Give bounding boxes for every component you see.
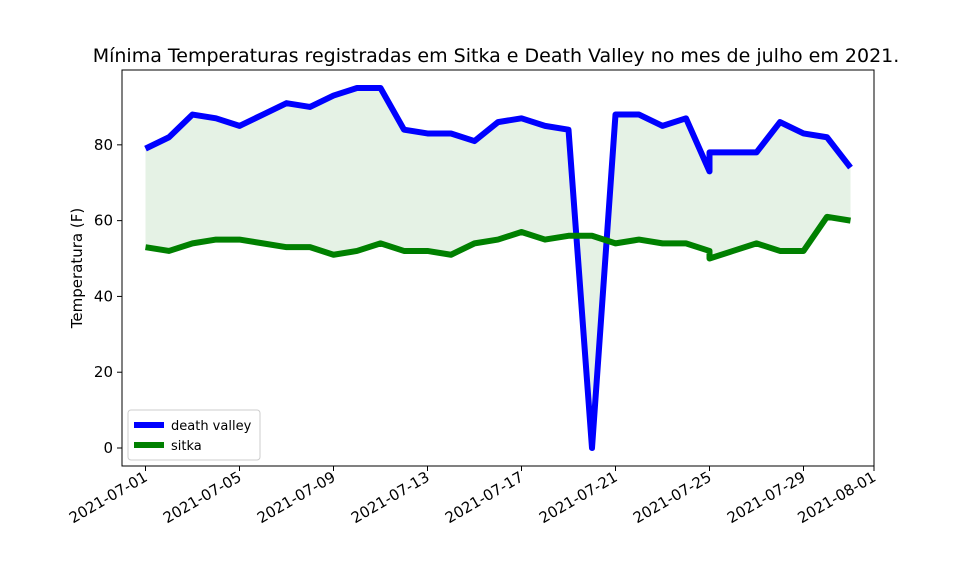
y-tick-label: 60 bbox=[94, 212, 113, 230]
x-tick-label: 2021-07-21 bbox=[536, 468, 621, 527]
y-tick-label: 0 bbox=[103, 439, 113, 457]
x-tick-label: 2021-08-01 bbox=[794, 468, 879, 527]
x-tick-label: 2021-07-05 bbox=[160, 468, 245, 527]
y-tick-label: 20 bbox=[94, 363, 113, 381]
fill-between-area bbox=[145, 88, 851, 448]
x-tick-label: 2021-07-01 bbox=[66, 468, 151, 527]
x-tick-label: 2021-07-25 bbox=[630, 468, 715, 527]
legend-label-death-valley: death valley bbox=[171, 419, 252, 434]
chart-title: Mínima Temperaturas registradas em Sitka… bbox=[93, 45, 900, 67]
legend-label-sitka: sitka bbox=[171, 439, 202, 454]
x-tick-label: 2021-07-13 bbox=[348, 468, 433, 527]
x-tick-label: 2021-07-29 bbox=[724, 468, 809, 527]
y-tick-label: 40 bbox=[94, 287, 113, 305]
series-line-sitka bbox=[145, 213, 851, 262]
plot-frame bbox=[121, 69, 875, 467]
y-axis-label: Temperatura (F) bbox=[68, 208, 86, 329]
x-tick-label: 2021-07-09 bbox=[254, 468, 339, 527]
series-line-death-valley bbox=[144, 85, 853, 451]
y-tick-label: 80 bbox=[94, 136, 113, 154]
x-tick-label: 2021-07-17 bbox=[442, 468, 527, 527]
